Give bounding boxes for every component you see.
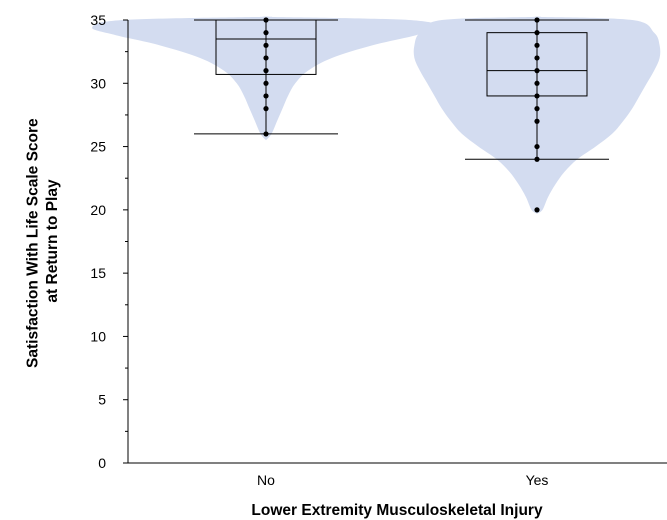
data-point	[534, 30, 540, 36]
y-axis-title: Satisfaction With Life Scale Score at Re…	[25, 114, 61, 368]
y-tick-label: 15	[90, 265, 106, 281]
data-point	[534, 17, 540, 23]
x-tick-label: No	[257, 472, 275, 488]
data-point	[263, 80, 269, 86]
data-point	[534, 42, 540, 48]
data-points	[263, 17, 540, 213]
data-point	[534, 156, 540, 162]
data-point	[534, 55, 540, 61]
data-point	[263, 17, 269, 23]
data-point	[534, 207, 540, 213]
data-point	[534, 68, 540, 74]
data-point	[263, 55, 269, 61]
y-tick-label: 5	[98, 392, 106, 408]
x-tick-label: Yes	[526, 472, 549, 488]
y-tick-label: 10	[90, 328, 106, 344]
y-axis-ticks: 0 5 10 15 20 25 30 35	[90, 12, 128, 471]
data-point	[263, 68, 269, 74]
y-tick-label: 20	[90, 202, 106, 218]
x-axis-title: Lower Extremity Musculoskeletal Injury	[251, 502, 543, 519]
y-axis-title-line-1: Satisfaction With Life Scale Score	[25, 118, 42, 368]
x-axis-ticks: No Yes	[257, 472, 548, 488]
data-point	[534, 143, 540, 150]
data-point	[263, 93, 269, 99]
violin-shapes	[92, 16, 661, 214]
y-tick-label: 0	[98, 455, 106, 471]
y-axis-title-line-2: at Return to Play	[44, 179, 61, 303]
data-point	[263, 30, 269, 36]
y-tick-label: 30	[90, 75, 106, 91]
data-point	[263, 106, 269, 112]
data-point	[534, 80, 540, 86]
data-point	[263, 42, 269, 48]
y-tick-label: 35	[90, 12, 106, 28]
data-point	[534, 93, 540, 99]
data-point	[263, 131, 269, 137]
y-tick-label: 25	[90, 139, 106, 155]
data-point	[534, 106, 540, 112]
data-point	[534, 118, 540, 124]
